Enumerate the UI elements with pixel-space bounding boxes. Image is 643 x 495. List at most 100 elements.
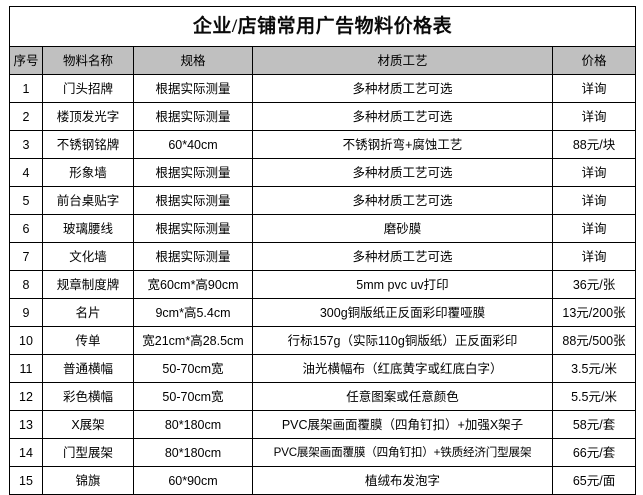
cell-name-text: 锦旗	[75, 473, 101, 488]
cell-name: 前台桌贴字	[42, 186, 134, 215]
cell-name: 普通横幅	[42, 354, 134, 383]
cell-name: 传单	[42, 326, 134, 355]
cell-spec-text: 9cm*高5.4cm	[155, 305, 231, 320]
cell-price-text: 详询	[581, 249, 607, 264]
cell-price: 5.5元/米	[551, 382, 637, 411]
cell-spec: 宽21cm*高28.5cm	[133, 326, 253, 355]
cell-price: 详询	[551, 214, 637, 243]
cell-index-text: 13	[19, 417, 33, 432]
cell-index-text: 12	[19, 389, 33, 404]
cell-price-text: 5.5元/米	[571, 389, 617, 404]
table-row: 9 名片 9cm*高5.4cm 300g铜版纸正反面彩印覆哑膜 13元/200张	[9, 298, 637, 327]
cell-material: PVC展架画面覆膜（四角钉扣）+加强X架子	[252, 410, 553, 439]
cell-material-text: 任意图案或任意颜色	[346, 389, 459, 404]
cell-index: 1	[9, 74, 43, 103]
document-title-cell: 企业/店铺常用广告物料价格表	[8, 6, 637, 47]
cell-name-text: 玻璃腰线	[62, 221, 113, 236]
cell-name: 门头招牌	[42, 74, 134, 103]
cell-name-text: 文化墙	[69, 249, 107, 264]
cell-name-text: 门头招牌	[62, 81, 113, 96]
cell-index: 2	[9, 102, 43, 131]
column-header-spec-label: 规格	[180, 53, 206, 68]
cell-price: 3.5元/米	[551, 354, 637, 383]
cell-material-text: 行标157g（实际110g铜版纸）正反面彩印	[287, 333, 518, 348]
cell-name-text: 楼顶发光字	[56, 109, 120, 124]
cell-material-text: 油光横幅布（红底黄字或红底白字）	[302, 361, 503, 376]
cell-price-text: 详询	[581, 81, 607, 96]
cell-name-text: 不锈钢铭牌	[56, 137, 120, 152]
cell-spec-text: 根据实际测量	[155, 165, 231, 180]
cell-material-text: 300g铜版纸正反面彩印覆哑膜	[319, 305, 486, 320]
cell-material-text: PVC展架画面覆膜（四角钉扣）+加强X架子	[281, 417, 524, 432]
cell-index: 13	[9, 410, 43, 439]
cell-material: 任意图案或任意颜色	[252, 382, 553, 411]
cell-name: 锦旗	[42, 466, 134, 495]
cell-index-text: 7	[22, 249, 30, 264]
cell-price: 详询	[551, 158, 637, 187]
table-sheet: 企业/店铺常用广告物料价格表 序号 物料名称 规格 材质工艺	[8, 6, 637, 495]
cell-price-text: 66元/套	[572, 445, 616, 460]
table-row: 10 传单 宽21cm*高28.5cm 行标157g（实际110g铜版纸）正反面…	[9, 326, 637, 355]
cell-index: 7	[9, 242, 43, 271]
cell-spec: 9cm*高5.4cm	[133, 298, 253, 327]
cell-index-text: 14	[19, 445, 33, 460]
table-row: 11 普通横幅 50-70cm宽 油光横幅布（红底黄字或红底白字） 3.5元/米	[9, 354, 637, 383]
cell-material: 多种材质工艺可选	[252, 158, 553, 187]
column-header-price: 价格	[551, 46, 637, 75]
cell-name: 形象墙	[42, 158, 134, 187]
table-row: 13 X展架 80*180cm PVC展架画面覆膜（四角钉扣）+加强X架子 58…	[9, 410, 637, 439]
cell-spec: 根据实际测量	[133, 186, 253, 215]
cell-name-text: 彩色横幅	[62, 389, 113, 404]
cell-price-text: 36元/张	[572, 277, 616, 292]
cell-index-text: 8	[22, 277, 30, 292]
table-row: 2 楼顶发光字 根据实际测量 多种材质工艺可选 详询	[9, 102, 637, 131]
cell-spec-text: 根据实际测量	[155, 193, 231, 208]
cell-name-text: 前台桌贴字	[56, 193, 120, 208]
cell-spec-text: 50-70cm宽	[162, 389, 224, 404]
cell-name-text: 形象墙	[69, 165, 107, 180]
cell-price: 66元/套	[551, 438, 637, 467]
cell-material-text: 多种材质工艺可选	[352, 165, 453, 180]
column-header-index: 序号	[9, 46, 43, 75]
cell-spec-text: 根据实际测量	[155, 221, 231, 236]
cell-index: 10	[9, 326, 43, 355]
cell-spec: 80*180cm	[133, 438, 253, 467]
cell-spec: 50-70cm宽	[133, 382, 253, 411]
page-title: 企业/店铺常用广告物料价格表	[192, 16, 453, 37]
cell-name: 楼顶发光字	[42, 102, 134, 131]
cell-name-text: 传单	[75, 333, 101, 348]
price-table-body: 企业/店铺常用广告物料价格表 序号 物料名称 规格 材质工艺	[8, 6, 637, 495]
cell-spec-text: 60*40cm	[168, 137, 218, 152]
cell-index: 11	[9, 354, 43, 383]
cell-price: 详询	[551, 242, 637, 271]
cell-price-text: 3.5元/米	[571, 361, 617, 376]
cell-material-text: 多种材质工艺可选	[352, 81, 453, 96]
cell-price: 58元/套	[551, 410, 637, 439]
cell-spec: 60*40cm	[133, 130, 253, 159]
cell-price: 详询	[551, 74, 637, 103]
table-row: 7 文化墙 根据实际测量 多种材质工艺可选 详询	[9, 242, 637, 271]
cell-material: 行标157g（实际110g铜版纸）正反面彩印	[252, 326, 553, 355]
cell-spec-text: 80*180cm	[164, 417, 222, 432]
cell-index: 6	[9, 214, 43, 243]
cell-price-text: 88元/500张	[562, 333, 626, 348]
cell-name: X展架	[42, 410, 134, 439]
cell-index: 12	[9, 382, 43, 411]
cell-index-text: 5	[22, 193, 30, 208]
cell-price: 详询	[551, 102, 637, 131]
cell-index-text: 1	[22, 81, 30, 96]
cell-spec: 80*180cm	[133, 410, 253, 439]
cell-name-text: 门型展架	[62, 445, 113, 460]
cell-price-text: 详询	[581, 165, 607, 180]
cell-material-text: 多种材质工艺可选	[352, 109, 453, 124]
cell-material-text: 不锈钢折弯+腐蚀工艺	[342, 137, 463, 152]
cell-index: 15	[9, 466, 43, 495]
table-row: 5 前台桌贴字 根据实际测量 多种材质工艺可选 详询	[9, 186, 637, 215]
cell-name: 彩色横幅	[42, 382, 134, 411]
cell-spec-text: 宽21cm*高28.5cm	[142, 333, 244, 348]
cell-spec-text: 宽60cm*高90cm	[147, 277, 239, 292]
table-row: 14 门型展架 80*180cm PVC展架画面覆膜（四角钉扣）+铁质经济门型展…	[9, 438, 637, 467]
cell-material-text: PVC展架画面覆膜（四角钉扣）+铁质经济门型展架	[273, 445, 532, 459]
column-header-name-label: 物料名称	[62, 53, 113, 68]
cell-index: 3	[9, 130, 43, 159]
